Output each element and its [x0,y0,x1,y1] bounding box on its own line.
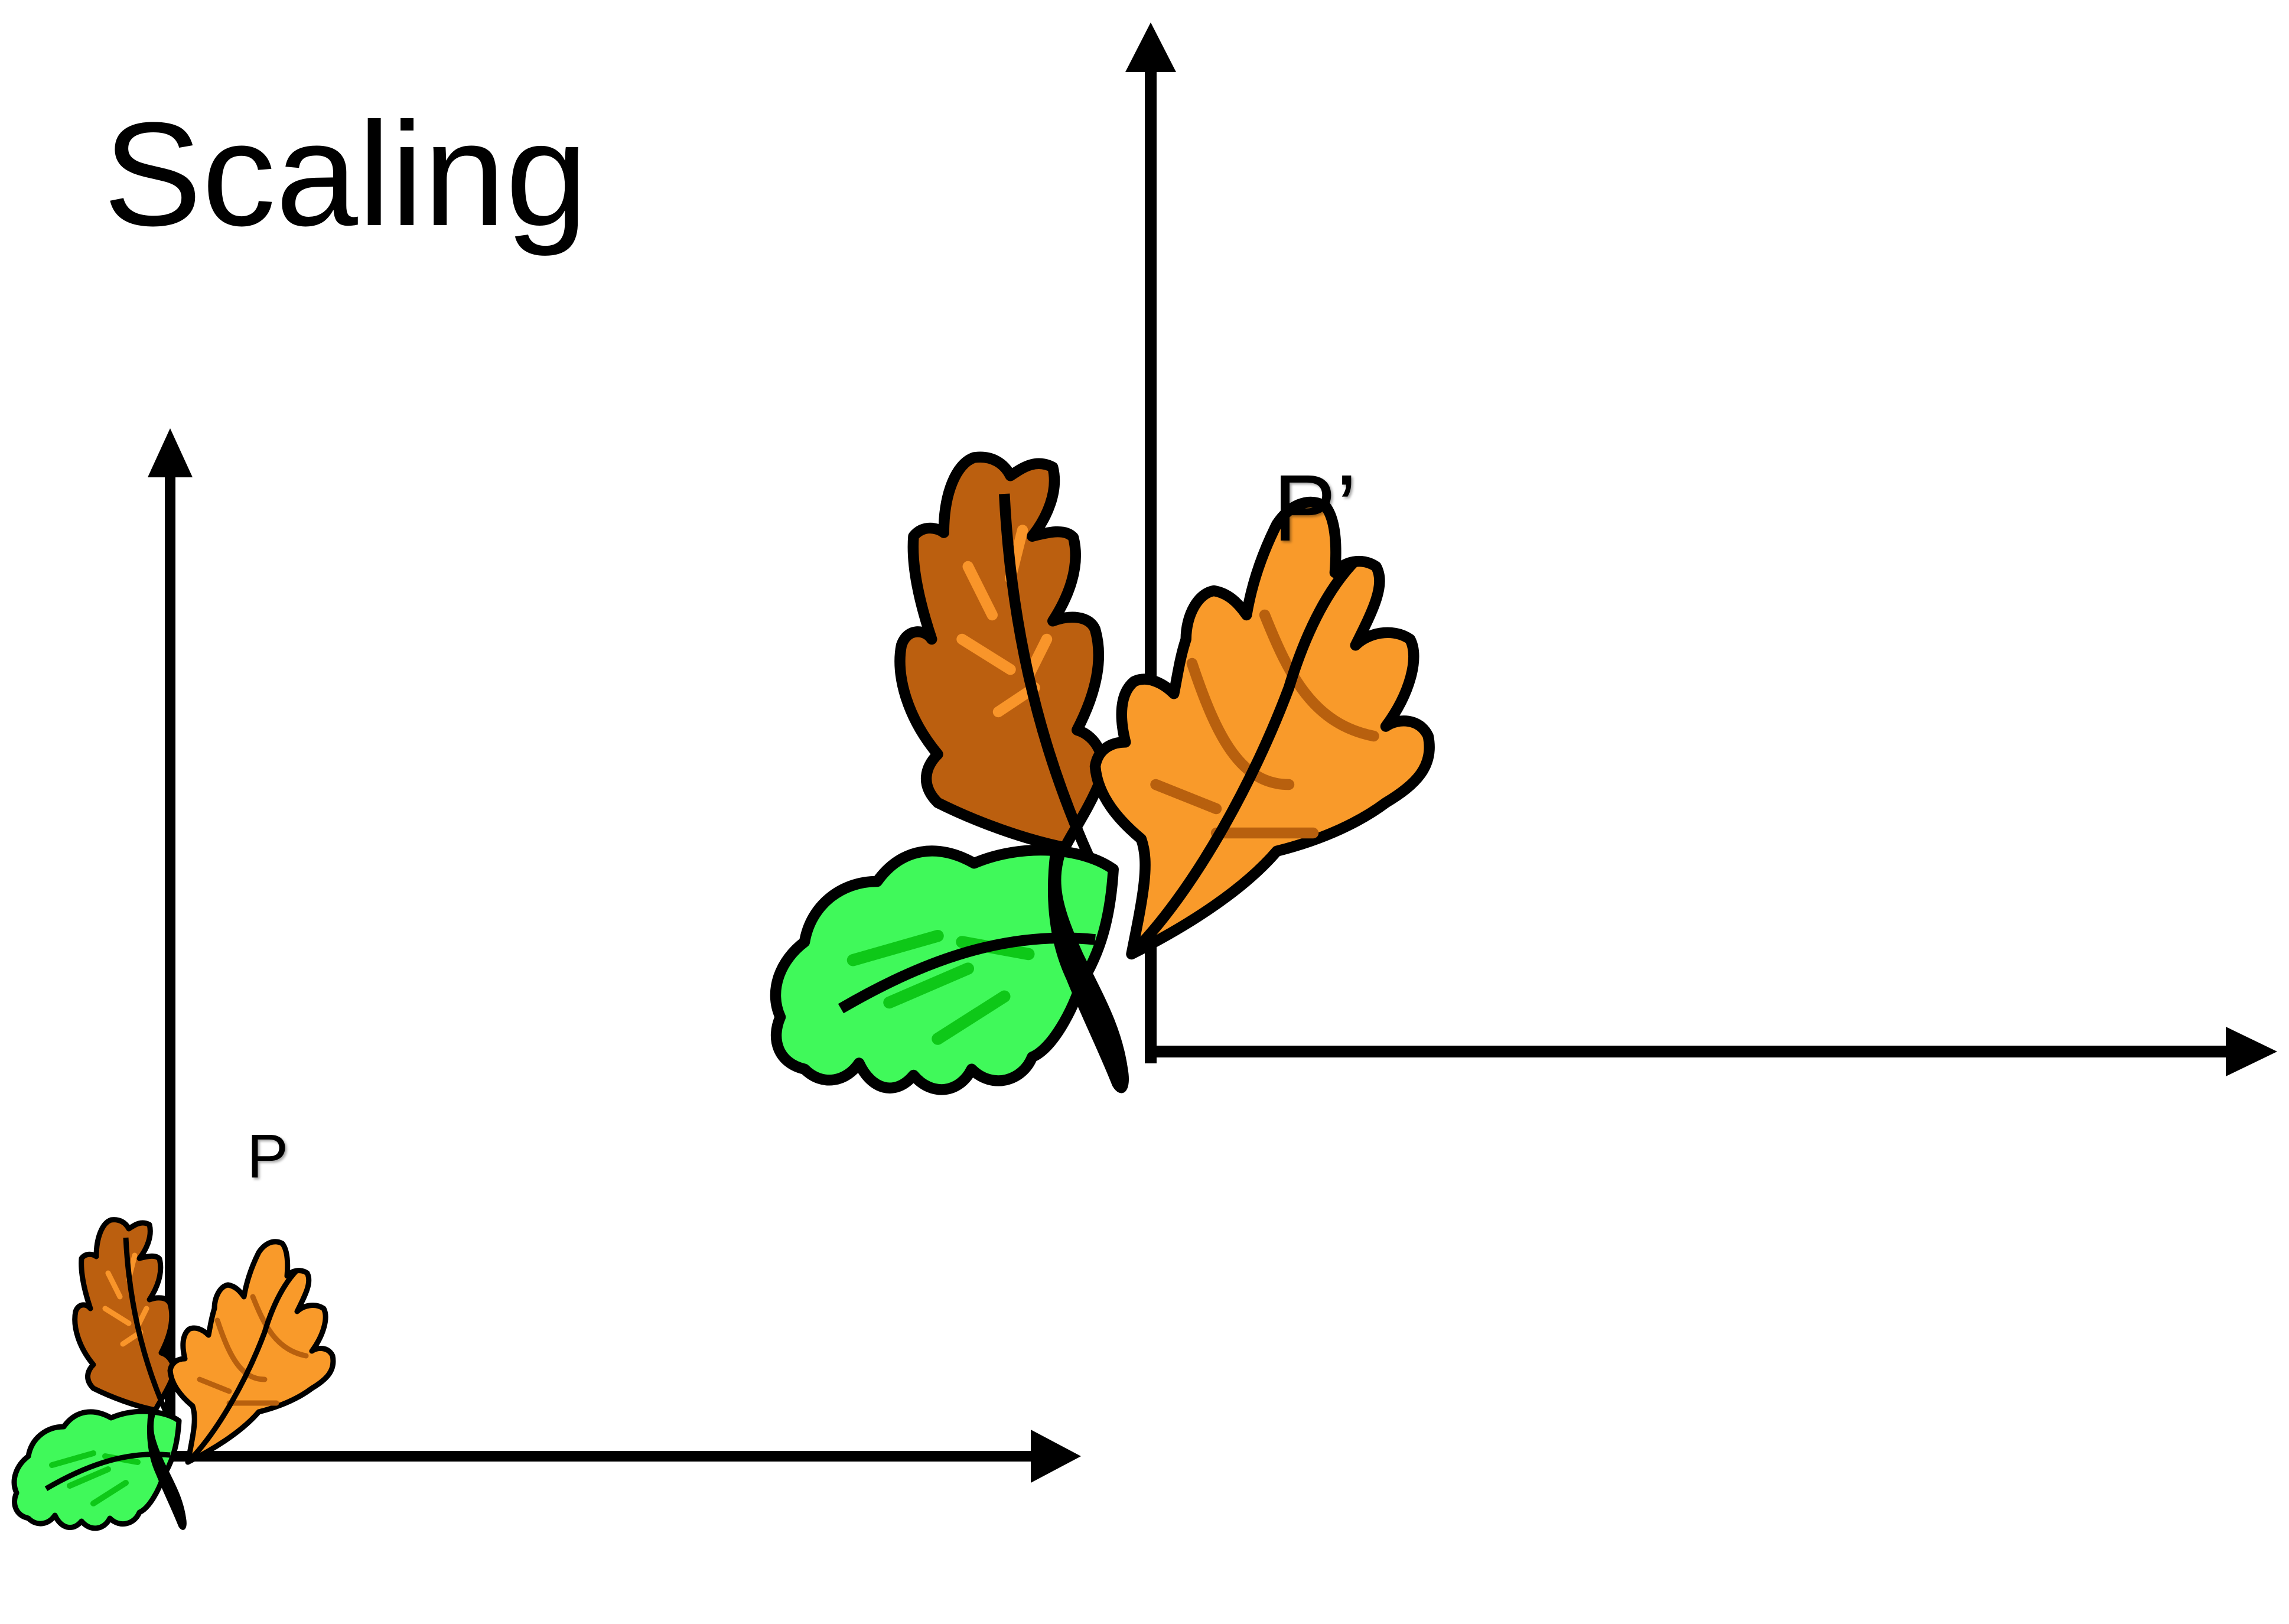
point-label-scaled: P’ [1273,455,1357,561]
original-x-axis-arrow-icon [1031,1430,1081,1483]
scaled-x-axis-arrow-icon [2226,1027,2277,1076]
point-label-original: P [247,1122,289,1191]
scaled-y-axis-arrow-icon [1125,22,1176,72]
original-y-axis-arrow-icon [148,428,193,477]
original-axes [148,428,1081,1483]
slide-title: Scaling [103,92,588,256]
